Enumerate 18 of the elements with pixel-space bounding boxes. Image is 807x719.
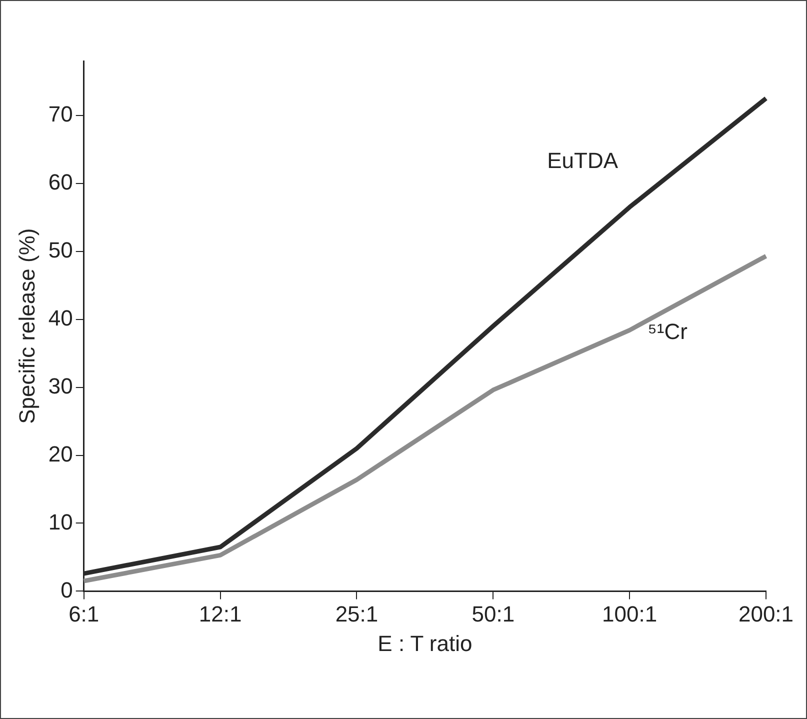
y-tick-label: 60 <box>48 169 73 194</box>
x-tick-label: 200:1 <box>738 601 794 626</box>
x-tick-label: 12:1 <box>198 601 242 626</box>
x-tick-label: 6:1 <box>68 601 100 626</box>
y-tick-label: 10 <box>48 509 73 534</box>
y-tick-label: 40 <box>48 305 73 330</box>
series-label: ⁵¹Cr <box>648 319 688 344</box>
y-tick-label: 50 <box>48 237 73 262</box>
x-tick-label: 25:1 <box>335 601 378 626</box>
x-tick-label: 100:1 <box>602 601 658 626</box>
y-tick-label: 20 <box>48 441 73 466</box>
y-tick-label: 0 <box>60 577 73 602</box>
y-tick-label: 30 <box>48 373 73 398</box>
series-label: EuTDA <box>547 148 618 174</box>
x-axis-title: E : T ratio <box>378 630 472 656</box>
y-axis-title: Specific release (%) <box>14 228 40 424</box>
x-tick-label: 50:1 <box>472 601 515 626</box>
y-tick-label: 70 <box>48 101 73 126</box>
